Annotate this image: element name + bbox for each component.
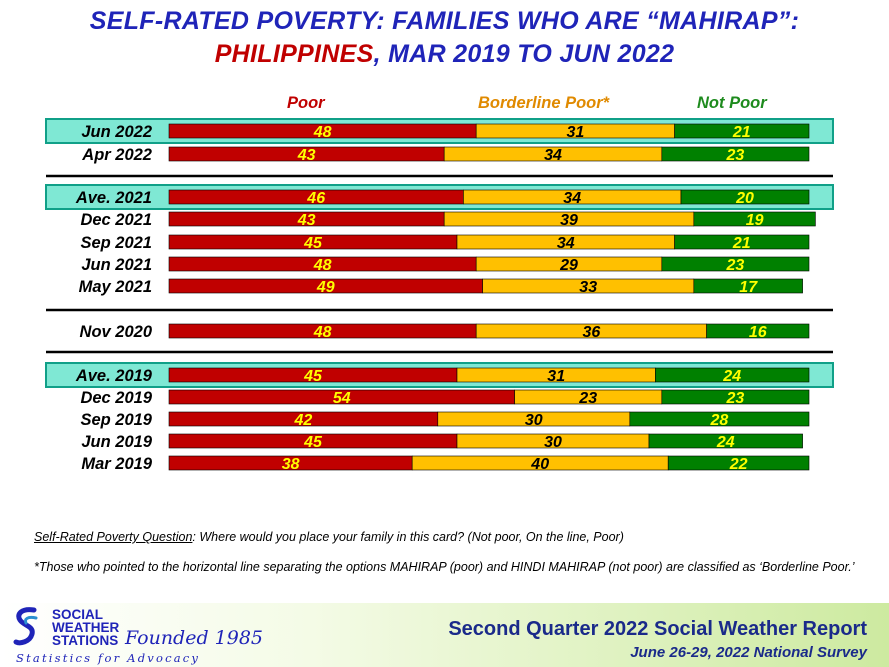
org-name: SOCIAL WEATHER STATIONS [52, 607, 120, 648]
category-label-sep-2021: Sep 2021 [80, 234, 152, 252]
bar-not-poor-apr-2022 [661, 146, 810, 162]
value-label-poor-apr-2022: 43 [297, 147, 316, 164]
borderline-definition-note: *Those who pointed to the horizontal lin… [34, 560, 855, 574]
value-label-poor-may-2021: 49 [316, 279, 335, 296]
category-label-sep-2019: Sep 2019 [80, 411, 152, 429]
bar-not-poor-nov-2020 [706, 323, 810, 339]
value-label-poor-jun-2021: 48 [313, 257, 332, 274]
value-label-borderline-sep-2019: 30 [525, 412, 543, 429]
value-label-not-poor-sep-2021: 21 [732, 235, 751, 252]
value-label-borderline-may-2021: 33 [579, 279, 597, 296]
category-label-nov-2020: Nov 2020 [80, 323, 153, 341]
bar-not-poor-ave-2019 [655, 367, 810, 383]
value-label-poor-jun-2022: 48 [313, 124, 332, 141]
value-label-poor-jun-2019: 45 [303, 434, 323, 451]
footer-band [0, 603, 889, 667]
title-date-range: , MAR 2019 TO JUN 2022 [373, 40, 675, 68]
sws-logo-icon [13, 607, 38, 646]
value-label-not-poor-jun-2021: 23 [726, 257, 745, 274]
value-label-not-poor-apr-2022: 23 [726, 147, 745, 164]
value-label-not-poor-dec-2021: 19 [746, 212, 764, 229]
value-label-borderline-mar-2019: 40 [530, 456, 549, 473]
org-line2: WEATHER [52, 620, 120, 635]
org-tagline: Statistics for Advocacy [16, 651, 201, 665]
legend-poor: Poor [287, 94, 325, 112]
value-label-borderline-sep-2021: 34 [557, 235, 575, 252]
value-label-poor-ave-2019: 45 [303, 368, 323, 385]
value-label-not-poor-ave-2021: 20 [735, 190, 754, 207]
category-label-mar-2019: Mar 2019 [81, 455, 152, 473]
org-line1: SOCIAL [52, 607, 104, 622]
value-label-borderline-jun-2022: 31 [567, 124, 585, 141]
value-label-poor-dec-2019: 54 [333, 390, 351, 407]
chart-title-line1: SELF-RATED POVERTY: FAMILIES WHO ARE “MA… [89, 7, 800, 35]
bar-not-poor-jun-2021 [661, 256, 810, 272]
category-label-dec-2021: Dec 2021 [80, 211, 152, 229]
survey-dates: June 26-29, 2022 National Survey [630, 644, 867, 661]
category-label-dec-2019: Dec 2019 [80, 389, 152, 407]
value-label-poor-mar-2019: 38 [282, 456, 300, 473]
value-label-not-poor-mar-2019: 22 [729, 456, 748, 473]
legend-borderline-poor: Borderline Poor* [478, 94, 610, 112]
title-country: PHILIPPINES [214, 40, 374, 68]
category-label-apr-2022: Apr 2022 [81, 146, 152, 164]
bar-not-poor-jun-2019 [648, 433, 803, 449]
report-title: Second Quarter 2022 Social Weather Repor… [448, 618, 867, 640]
category-label-may-2021: May 2021 [79, 278, 152, 296]
category-label-ave-2021: Ave. 2021 [75, 189, 152, 207]
value-label-poor-sep-2019: 42 [294, 412, 313, 429]
bar-not-poor-sep-2019 [629, 411, 810, 427]
bar-not-poor-jun-2022 [674, 123, 810, 139]
question-text: : Where would you place your family in t… [192, 530, 624, 544]
value-label-poor-nov-2020: 48 [313, 324, 332, 341]
value-label-poor-dec-2021: 43 [297, 212, 316, 229]
bar-not-poor-sep-2021 [674, 234, 810, 250]
bar-not-poor-ave-2021 [680, 189, 810, 205]
category-label-jun-2019: Jun 2019 [81, 433, 152, 451]
value-label-not-poor-nov-2020: 16 [749, 324, 767, 341]
survey-question-note: Self-Rated Poverty Question: Where would… [34, 530, 624, 544]
value-label-not-poor-dec-2019: 23 [726, 390, 745, 407]
value-label-not-poor-jun-2019: 24 [716, 434, 735, 451]
value-label-not-poor-may-2021: 17 [739, 279, 758, 296]
bar-not-poor-mar-2019 [667, 455, 810, 471]
value-label-borderline-dec-2019: 23 [578, 390, 597, 407]
value-label-not-poor-sep-2019: 28 [710, 412, 729, 429]
value-label-borderline-ave-2021: 34 [563, 190, 581, 207]
legend-not-poor: Not Poor [697, 94, 767, 112]
value-label-borderline-nov-2020: 36 [583, 324, 601, 341]
bar-not-poor-dec-2021 [693, 211, 816, 227]
value-label-not-poor-ave-2019: 24 [722, 368, 741, 385]
category-label-ave-2019: Ave. 2019 [75, 367, 153, 385]
chart-title-line2: PHILIPPINES, MAR 2019 TO JUN 2022 [0, 40, 889, 69]
founded-year: Founded 1985 [125, 627, 264, 649]
bar-not-poor-may-2021 [693, 278, 803, 294]
value-label-borderline-dec-2021: 39 [560, 212, 578, 229]
value-label-borderline-ave-2019: 31 [547, 368, 565, 385]
bar-not-poor-dec-2019 [661, 389, 810, 405]
value-label-poor-sep-2021: 45 [303, 235, 323, 252]
category-label-jun-2022: Jun 2022 [81, 123, 152, 141]
value-label-not-poor-jun-2022: 21 [732, 124, 751, 141]
stacked-bar-chart: Jun 2022 48 31 21 Apr 2022 43 34 23 Ave. 2021 46 3… [45, 118, 834, 473]
category-label-jun-2021: Jun 2021 [81, 256, 152, 274]
org-line3: STATIONS [52, 633, 119, 648]
value-label-poor-ave-2021: 46 [306, 190, 325, 207]
question-label: Self-Rated Poverty Question [34, 530, 193, 544]
value-label-borderline-jun-2021: 29 [559, 257, 578, 274]
value-label-borderline-jun-2019: 30 [544, 434, 562, 451]
value-label-borderline-apr-2022: 34 [544, 147, 562, 164]
